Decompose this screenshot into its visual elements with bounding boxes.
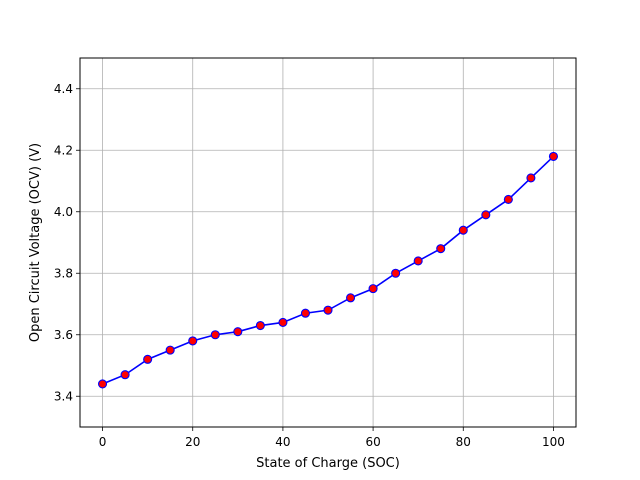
data-point: [233, 327, 243, 337]
y-axis-label: Open Circuit Voltage (OCV) (V): [28, 143, 43, 342]
data-point: [503, 194, 513, 204]
data-point: [436, 244, 446, 254]
data-point: [323, 305, 333, 315]
x-tick-label: 20: [185, 435, 200, 449]
x-tick-label: 0: [99, 435, 107, 449]
data-point: [143, 354, 153, 364]
data-point: [165, 345, 175, 355]
data-point: [481, 210, 491, 220]
plot-area-frame: [79, 57, 577, 428]
y-tick-label: 4.2: [54, 143, 73, 157]
data-point: [188, 336, 198, 346]
x-axis-label: State of Charge (SOC): [256, 456, 400, 471]
data-point: [255, 320, 265, 331]
data-point: [97, 379, 108, 389]
data-point: [345, 293, 356, 303]
data-point: [548, 151, 559, 161]
y-tick-label: 3.4: [54, 389, 73, 403]
x-tick-label: 100: [542, 435, 565, 449]
data-markers: [97, 151, 559, 389]
y-tick-label: 3.8: [54, 266, 73, 280]
data-point: [413, 256, 423, 266]
x-axis-ticks: 0 20 40 60 80 100: [99, 427, 565, 449]
data-point: [120, 370, 130, 380]
data-point: [300, 308, 311, 318]
grid-lines: [80, 58, 576, 427]
y-axis-ticks: 3.4 3.6 3.8 4.0 4.2 4.4: [54, 82, 80, 403]
data-point: [368, 284, 378, 294]
y-tick-label: 3.6: [54, 328, 73, 342]
data-point: [458, 225, 468, 235]
x-tick-label: 80: [456, 435, 471, 449]
data-point: [391, 268, 401, 278]
x-tick-label: 40: [275, 435, 290, 449]
data-point: [210, 330, 220, 340]
x-tick-label: 60: [365, 435, 380, 449]
y-tick-label: 4.4: [54, 82, 73, 96]
data-point: [278, 317, 288, 328]
y-tick-label: 4.0: [54, 205, 73, 219]
data-point: [526, 173, 536, 183]
